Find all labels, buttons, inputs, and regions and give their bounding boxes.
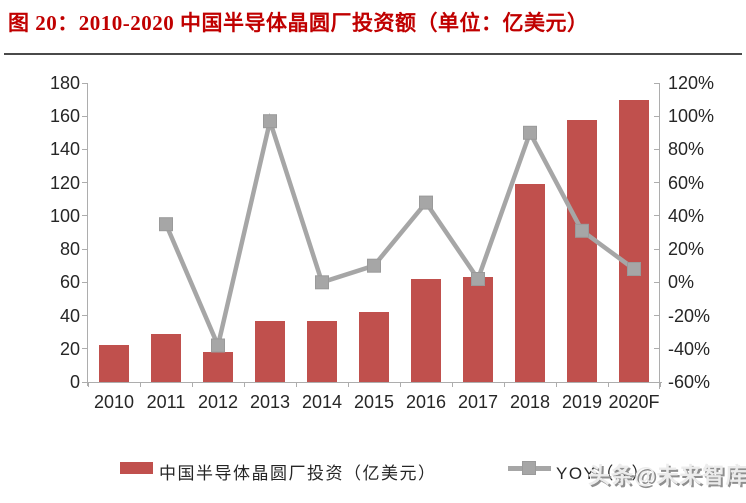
y-axis-left-label: 80 bbox=[59, 239, 80, 260]
bar-2014 bbox=[307, 320, 337, 382]
y-axis-right-tick bbox=[654, 315, 659, 317]
x-axis-tick bbox=[348, 383, 349, 387]
y-axis-left-label: 40 bbox=[59, 305, 80, 326]
y-axis-right-tick bbox=[654, 281, 659, 283]
x-axis-tick bbox=[140, 383, 141, 387]
y-axis-right-label: -60% bbox=[668, 372, 711, 392]
bar-2012 bbox=[203, 352, 233, 382]
y-axis-left-label: 180 bbox=[49, 73, 80, 93]
y-axis-right-label: 20% bbox=[668, 239, 705, 260]
y-axis-right-label: 80% bbox=[668, 139, 705, 160]
y-axis-left-label: 160 bbox=[49, 106, 80, 127]
yoy-marker-icon bbox=[159, 217, 173, 232]
x-axis-tick bbox=[660, 383, 661, 387]
y-axis-left-label: 0 bbox=[69, 372, 80, 392]
y-axis-left-label: 140 bbox=[49, 139, 80, 160]
x-axis-tick bbox=[192, 383, 193, 387]
y-axis-left-tick bbox=[82, 182, 87, 184]
y-axis-right-label: 40% bbox=[668, 205, 705, 226]
bar-2013 bbox=[255, 320, 285, 382]
x-axis-label-2020F: 2020F bbox=[608, 392, 660, 412]
bar-2015 bbox=[359, 312, 389, 382]
x-axis-label-2013: 2013 bbox=[249, 392, 291, 412]
yoy-line bbox=[163, 112, 636, 353]
bar-2018 bbox=[515, 184, 545, 382]
y-axis-left-label: 20 bbox=[59, 338, 80, 359]
y-axis-right-label: 0% bbox=[668, 272, 695, 293]
y-axis-left-label: 100 bbox=[49, 205, 80, 226]
watermark: 头条@未来智库 bbox=[588, 463, 746, 488]
y-axis-right-label: 60% bbox=[668, 172, 705, 193]
legend-line-marker-icon bbox=[522, 461, 536, 475]
y-axis-right-tick bbox=[654, 115, 659, 117]
y-axis-right-label: -20% bbox=[668, 305, 711, 326]
x-axis-tick bbox=[88, 383, 89, 387]
y-axis-right-tick bbox=[654, 148, 659, 150]
bar-2016 bbox=[411, 279, 441, 382]
y-axis-left-tick bbox=[82, 348, 87, 350]
y-axis-left-tick bbox=[82, 215, 87, 217]
y-axis-right-tick bbox=[654, 82, 659, 84]
y-axis-right-tick bbox=[654, 381, 659, 383]
y-axis-left-tick bbox=[82, 148, 87, 150]
yoy-marker-icon bbox=[419, 195, 433, 210]
bar-2017 bbox=[463, 277, 493, 382]
y-axis-left-tick bbox=[82, 82, 87, 84]
x-axis-tick bbox=[400, 383, 401, 387]
y-axis-left-label: 60 bbox=[59, 272, 80, 293]
y-axis-right-tick bbox=[654, 215, 659, 217]
y-axis-right-line bbox=[659, 83, 660, 389]
yoy-marker-icon bbox=[523, 125, 537, 140]
y-axis-right-tick bbox=[654, 248, 659, 250]
x-axis-label-2011: 2011 bbox=[146, 392, 186, 412]
x-axis-label-2018: 2018 bbox=[509, 392, 551, 412]
y-axis-right-tick bbox=[654, 182, 659, 184]
x-axis-tick bbox=[556, 383, 557, 387]
x-axis-label-2014: 2014 bbox=[301, 392, 343, 412]
y-axis-left-tick bbox=[82, 281, 87, 283]
y-axis-left-label: 120 bbox=[49, 172, 80, 193]
x-axis-label-2019: 2019 bbox=[561, 392, 603, 412]
yoy-marker-icon bbox=[315, 275, 329, 290]
x-axis-tick bbox=[452, 383, 453, 387]
y-axis-left-tick bbox=[82, 248, 87, 250]
x-axis-label-2016: 2016 bbox=[405, 392, 447, 412]
yoy-line-layer bbox=[159, 112, 641, 353]
bar-2020F bbox=[619, 99, 649, 382]
y-axis-left-tick bbox=[82, 315, 87, 317]
x-axis-tick bbox=[608, 383, 609, 387]
legend-line-label: YOY（%） bbox=[556, 464, 651, 483]
bar-2011 bbox=[151, 333, 181, 382]
bar-2010 bbox=[99, 345, 129, 382]
yoy-marker-icon bbox=[575, 223, 589, 238]
x-axis-label-2012: 2012 bbox=[197, 392, 239, 412]
x-axis-tick bbox=[244, 383, 245, 387]
y-axis-left-tick bbox=[82, 381, 87, 383]
bar-2019 bbox=[567, 119, 597, 382]
x-axis-tick bbox=[296, 383, 297, 387]
x-axis-label-2010: 2010 bbox=[93, 392, 135, 412]
y-axis-left-line bbox=[87, 83, 88, 386]
yoy-marker-icon bbox=[471, 272, 485, 286]
y-axis-left-tick bbox=[82, 115, 87, 117]
legend-bar-swatch-icon bbox=[120, 462, 153, 474]
y-axis-right-label: -40% bbox=[668, 338, 711, 359]
x-axis-tick bbox=[504, 383, 505, 387]
yoy-marker-icon bbox=[627, 262, 641, 276]
yoy-marker-icon bbox=[367, 258, 381, 273]
legend-bar-label: 中国半导体晶圆厂投资（亿美元） bbox=[159, 464, 437, 483]
y-axis-right-label: 120% bbox=[668, 73, 715, 93]
yoy-marker-icon bbox=[263, 114, 277, 129]
title-separator bbox=[4, 53, 742, 55]
figure-title: 图 20：2010-2020 中国半导体晶圆厂投资额（单位：亿美元） bbox=[8, 11, 589, 35]
x-axis-label-2015: 2015 bbox=[353, 392, 395, 412]
x-axis-label-2017: 2017 bbox=[457, 392, 499, 412]
y-axis-right-tick bbox=[654, 348, 659, 350]
y-axis-right-label: 100% bbox=[668, 106, 715, 127]
yoy-marker-icon bbox=[211, 338, 225, 353]
x-axis-line bbox=[87, 382, 662, 383]
